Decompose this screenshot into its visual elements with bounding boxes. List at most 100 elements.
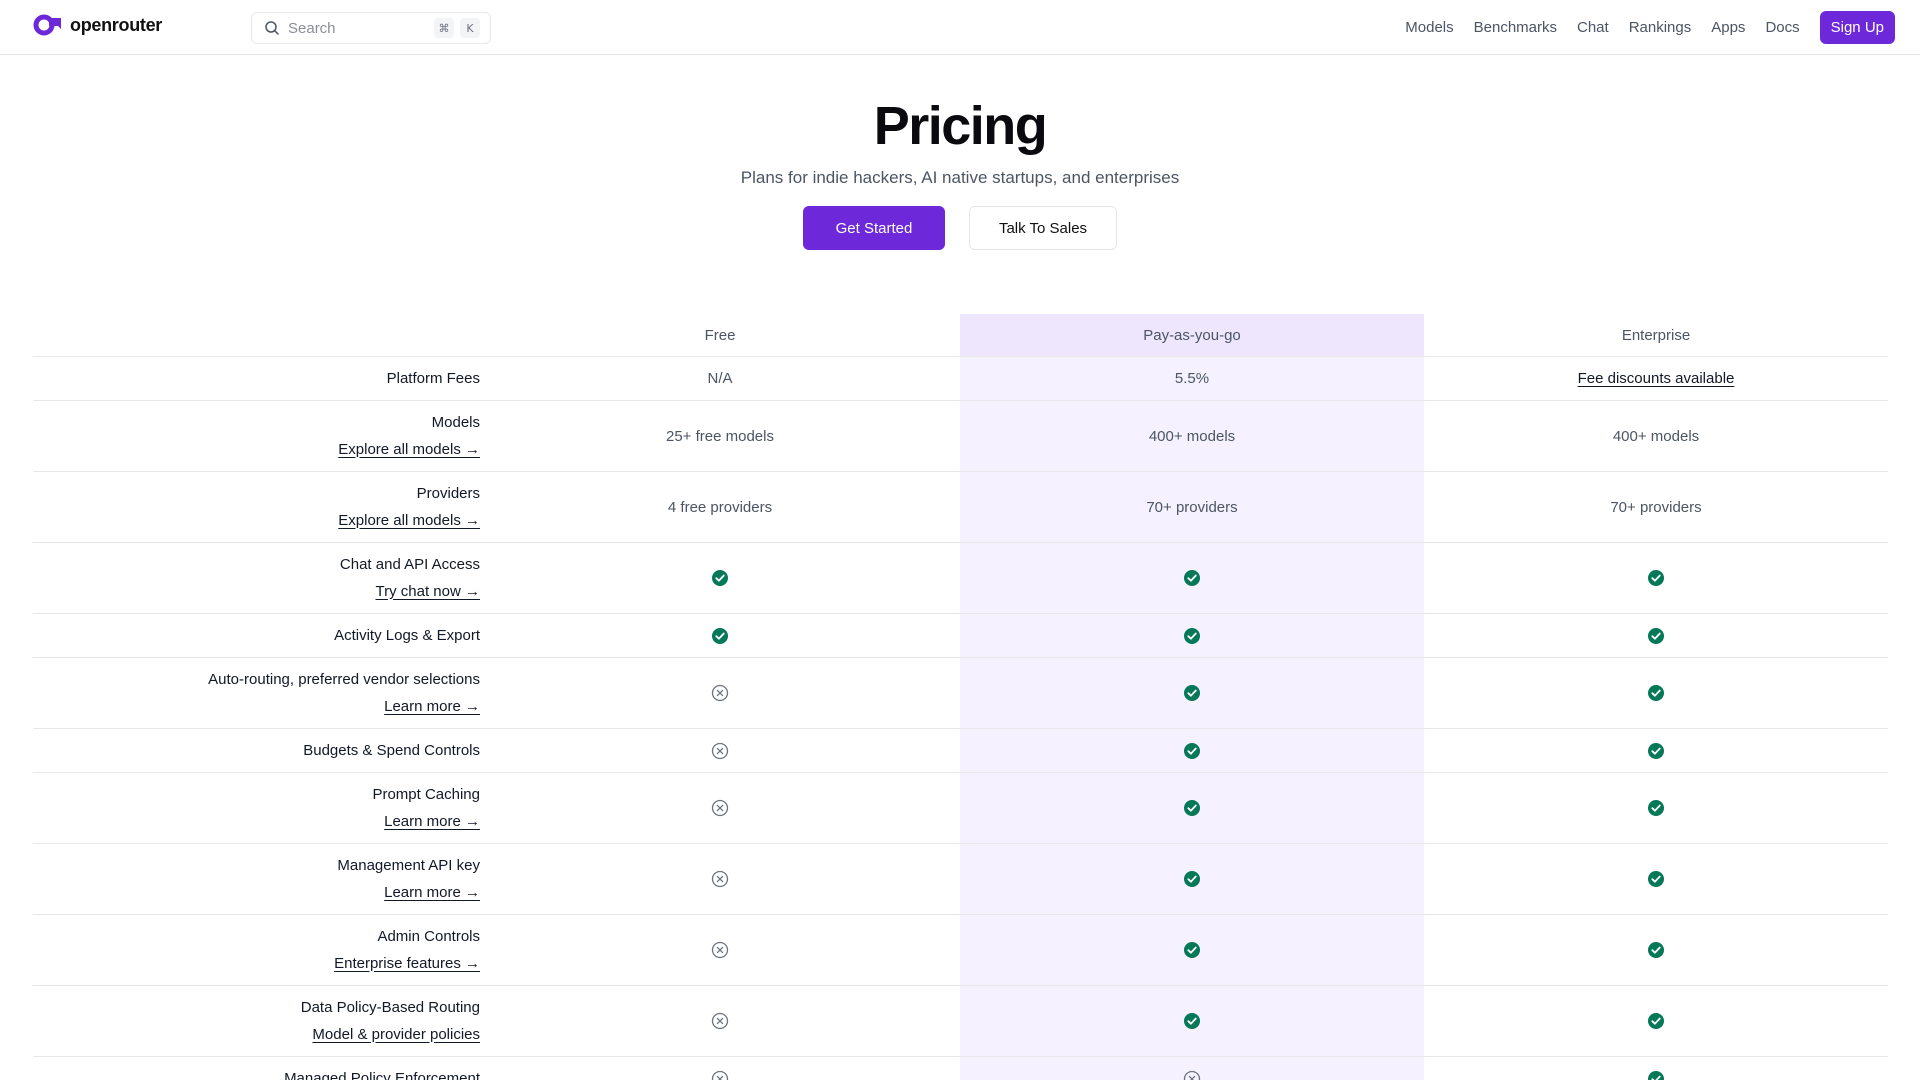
plan-cell-enterprise <box>1424 773 1888 843</box>
feature-learn-more-link[interactable]: Learn more → <box>384 812 480 830</box>
search-input[interactable] <box>288 19 428 37</box>
nav-apps[interactable]: Apps <box>1711 19 1746 36</box>
plan-cell-enterprise <box>1424 729 1888 772</box>
sign-up-button[interactable]: Sign Up <box>1819 11 1895 44</box>
plan-header-free: Free <box>704 326 736 344</box>
feature-learn-more-link[interactable]: Explore all models → <box>338 440 480 458</box>
plan-cell-pay-as-you-go <box>960 658 1424 728</box>
feature-name: Providers <box>416 484 480 502</box>
nav-benchmarks[interactable]: Benchmarks <box>1473 19 1557 36</box>
table-row: Prompt Caching Learn more → <box>33 773 1888 844</box>
feature-cell: Auto-routing, preferred vendor selection… <box>33 658 480 728</box>
plan-cell-pay-as-you-go: 5.5% <box>960 357 1424 400</box>
plan-value: 5.5% <box>1174 370 1210 387</box>
fee-discounts-link[interactable]: Fee discounts available <box>1577 370 1735 387</box>
search-icon <box>265 21 279 35</box>
plan-cell-pay-as-you-go <box>960 1057 1424 1080</box>
feature-cell: Management API key Learn more → <box>33 844 480 914</box>
feature-name: Prompt Caching <box>372 785 480 803</box>
feature-cell: Models Explore all models → <box>33 401 480 471</box>
feature-name: Data Policy-Based Routing <box>300 998 480 1016</box>
feature-name: Chat and API Access <box>339 555 480 573</box>
feature-learn-more-link[interactable]: Explore all models → <box>338 511 480 529</box>
nav-models[interactable]: Models <box>1405 19 1454 36</box>
cross-icon <box>1183 1070 1201 1080</box>
check-icon <box>1184 1013 1200 1029</box>
plan-cell-free: 4 free providers <box>480 472 960 542</box>
check-icon <box>1184 570 1200 586</box>
check-icon <box>712 627 728 644</box>
plan-cell-pay-as-you-go <box>960 986 1424 1056</box>
feature-column-header <box>33 314 480 356</box>
plan-value: 4 free providers <box>667 498 773 516</box>
check-icon <box>1648 570 1664 586</box>
plan-cell-enterprise <box>1424 1057 1888 1080</box>
feature-learn-more-link[interactable]: Try chat now → <box>375 582 480 600</box>
shortcut-cmd-key: ⌘ <box>434 18 454 38</box>
check-icon <box>1184 942 1200 958</box>
cross-icon <box>711 1070 729 1080</box>
plan-cell-free <box>480 658 960 728</box>
plan-cell-free: 25+ free models <box>480 401 960 471</box>
page-title: Pricing <box>873 96 1048 156</box>
table-row: Activity Logs & Export <box>33 614 1888 658</box>
plan-cell-enterprise <box>1424 844 1888 914</box>
plan-cell-enterprise <box>1424 986 1888 1056</box>
plan-value: 400+ models <box>1612 427 1700 445</box>
feature-cell: Providers Explore all models → <box>33 472 480 542</box>
openrouter-logo[interactable]: openrouter <box>33 14 162 36</box>
feature-learn-more-link[interactable]: Learn more → <box>384 697 480 715</box>
search-box[interactable]: ⌘ K <box>251 12 491 44</box>
talk-to-sales-button[interactable]: Talk To Sales <box>969 206 1117 250</box>
table-row: Data Policy-Based Routing Model & provide… <box>33 986 1888 1057</box>
table-header-row: Free Pay-as-you-go Enterprise <box>33 314 1888 357</box>
plan-cell-free: N/A <box>480 357 960 400</box>
plan-cell-free <box>480 1057 960 1080</box>
nav-chat[interactable]: Chat <box>1577 19 1609 36</box>
plan-cell-pay-as-you-go <box>960 844 1424 914</box>
plan-value: 70+ providers <box>1610 498 1702 516</box>
top-navigation-bar: openrouter ⌘ K Models Benchmarks Chat Ra… <box>0 0 1920 55</box>
table-row: Providers Explore all models → 4 free prov… <box>33 472 1888 543</box>
feature-name: Auto-routing, preferred vendor selection… <box>208 670 480 688</box>
check-icon <box>1184 627 1200 644</box>
cross-icon <box>711 941 729 959</box>
plan-cell-free <box>480 729 960 772</box>
plan-cell-pay-as-you-go <box>960 543 1424 613</box>
check-icon <box>1184 742 1200 759</box>
cross-icon <box>711 870 729 888</box>
check-icon <box>1648 685 1664 701</box>
feature-learn-more-link[interactable]: Learn more → <box>384 883 480 901</box>
get-started-button[interactable]: Get Started <box>803 206 945 250</box>
plan-cell-enterprise: Fee discounts available <box>1424 357 1888 400</box>
feature-cell: Budgets & Spend Controls <box>33 729 480 772</box>
feature-cell: Chat and API Access Try chat now → <box>33 543 480 613</box>
check-icon <box>1184 871 1200 887</box>
table-row: Budgets & Spend Controls <box>33 729 1888 773</box>
feature-cell: Platform Fees <box>33 357 480 400</box>
feature-name: Activity Logs & Export <box>334 626 480 644</box>
table-row: Auto-routing, preferred vendor selection… <box>33 658 1888 729</box>
check-icon <box>712 570 728 586</box>
nav-docs[interactable]: Docs <box>1765 19 1800 36</box>
feature-cell: Activity Logs & Export <box>33 614 480 657</box>
plan-cell-enterprise <box>1424 543 1888 613</box>
plan-header-pay-as-you-go: Pay-as-you-go <box>960 314 1424 356</box>
plan-cell-pay-as-you-go <box>960 773 1424 843</box>
feature-name: Models <box>431 413 480 431</box>
plan-cell-pay-as-you-go <box>960 614 1424 657</box>
plan-cell-free <box>480 773 960 843</box>
feature-learn-more-link[interactable]: Enterprise features → <box>334 954 480 972</box>
check-icon <box>1648 871 1664 887</box>
page-subtitle: Plans for indie hackers, AI native start… <box>740 168 1180 187</box>
feature-learn-more-link[interactable]: Model & provider policies <box>312 1025 480 1043</box>
feature-cell: Prompt Caching Learn more → <box>33 773 480 843</box>
plan-cell-free <box>480 915 960 985</box>
table-row: Models Explore all models → 25+ free model… <box>33 401 1888 472</box>
main-nav: Models Benchmarks Chat Rankings Apps Doc… <box>1405 11 1895 44</box>
nav-rankings[interactable]: Rankings <box>1628 19 1692 36</box>
plan-value: N/A <box>707 370 733 387</box>
pricing-comparison-table: Free Pay-as-you-go Enterprise Platform F… <box>33 314 1888 1080</box>
feature-name: Management API key <box>337 856 480 874</box>
table-row: Admin Controls Enterprise features → <box>33 915 1888 986</box>
